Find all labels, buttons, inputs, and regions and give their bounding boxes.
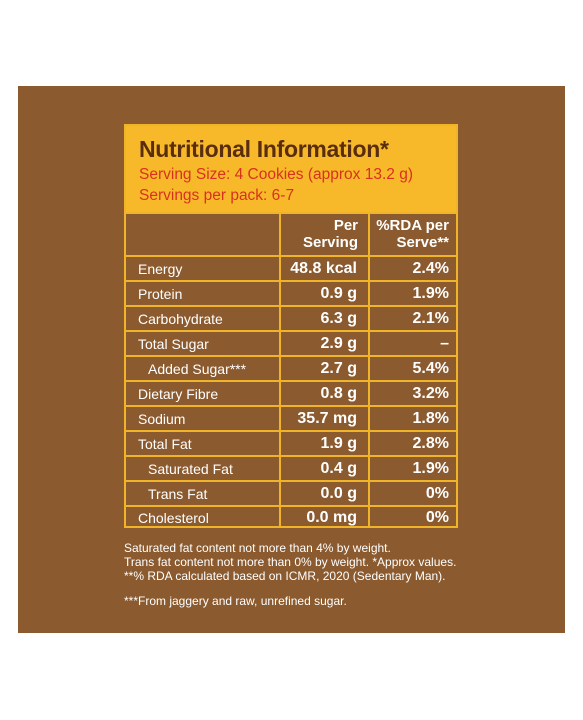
nutrient-rda: 5.4%: [412, 359, 449, 377]
table-header: Nutritional Information* Serving Size: 4…: [126, 126, 456, 212]
nutrient-name: Energy: [138, 260, 183, 277]
table-row: Sodium 35.7 mg 1.8%: [126, 405, 456, 430]
servings-per-pack: Servings per pack: 6-7: [139, 187, 295, 204]
table-row: Energy 48.8 kcal 2.4%: [126, 255, 456, 280]
table-row: Total Sugar 2.9 g –: [126, 330, 456, 355]
nutrient-name: Total Fat: [138, 435, 192, 452]
nutrient-name: Protein: [138, 285, 183, 302]
nutrient-value: 6.3 g: [320, 309, 357, 327]
nutrient-value: 35.7 mg: [297, 409, 357, 427]
nutrient-value: 0.0 g: [320, 484, 357, 502]
nutrient-name: Cholesterol: [138, 509, 209, 526]
per-serving-header: Per Serving: [302, 217, 358, 251]
table-row: Total Fat 1.9 g 2.8%: [126, 430, 456, 455]
nutrient-name: Carbohydrate: [138, 310, 223, 327]
footnote: ***From jaggery and raw, unrefined sugar…: [124, 594, 347, 608]
table-row: Cholesterol 0.0 mg 0%: [126, 505, 456, 528]
nutrient-rda: 2.8%: [412, 434, 449, 452]
nutrient-value: 2.9 g: [320, 334, 357, 352]
nutrient-rda: 0%: [425, 508, 449, 526]
nutrient-rda: 3.2%: [412, 384, 449, 402]
nutrient-name: Added Sugar***: [148, 360, 247, 377]
table-row: Carbohydrate 6.3 g 2.1%: [126, 305, 456, 330]
table-row: Protein 0.9 g 1.9%: [126, 280, 456, 305]
table-row: Trans Fat 0.0 g 0%: [126, 480, 456, 505]
nutrient-value: 0.8 g: [320, 384, 357, 402]
table-row: Dietary Fibre 0.8 g 3.2%: [126, 380, 456, 405]
column-divider: [279, 212, 281, 526]
serving-size: Serving Size: 4 Cookies (approx 13.2 g): [139, 166, 413, 183]
nutrient-rda: 0%: [425, 484, 449, 502]
nutrient-name: Dietary Fibre: [138, 385, 219, 402]
nutrient-rda: 2.4%: [412, 259, 449, 277]
nutrient-value: 0.9 g: [320, 284, 357, 302]
nutrient-value: 0.0 mg: [306, 508, 357, 526]
nutrient-name: Sodium: [138, 410, 186, 427]
footnote: Trans fat content not more than 0% by we…: [124, 555, 457, 569]
nutrient-rda: 1.8%: [412, 409, 449, 427]
nutrient-name: Trans Fat: [148, 485, 208, 502]
column-header-row: Per Serving %RDA per Serve**: [126, 212, 456, 255]
nutrient-value: 0.4 g: [320, 459, 357, 477]
nutrient-rda: –: [440, 334, 449, 352]
footnote: **% RDA calculated based on ICMR, 2020 (…: [124, 569, 446, 583]
table-row: Added Sugar*** 2.7 g 5.4%: [126, 355, 456, 380]
nutrient-rda: 1.9%: [412, 284, 449, 302]
nutrient-rda: 1.9%: [412, 459, 449, 477]
nutrition-table: Nutritional Information* Serving Size: 4…: [124, 124, 458, 528]
nutrient-value: 1.9 g: [320, 434, 357, 452]
table-row: Saturated Fat 0.4 g 1.9%: [126, 455, 456, 480]
table-title: Nutritional Information*: [139, 136, 389, 162]
nutrient-name: Saturated Fat: [148, 460, 233, 477]
nutrient-name: Total Sugar: [138, 335, 209, 352]
nutrient-value: 48.8 kcal: [290, 259, 357, 277]
footnote: Saturated fat content not more than 4% b…: [124, 541, 391, 555]
nutrient-rda: 2.1%: [412, 309, 449, 327]
column-divider: [368, 212, 370, 526]
nutrient-value: 2.7 g: [320, 359, 357, 377]
rda-header: %RDA per Serve**: [376, 217, 449, 251]
